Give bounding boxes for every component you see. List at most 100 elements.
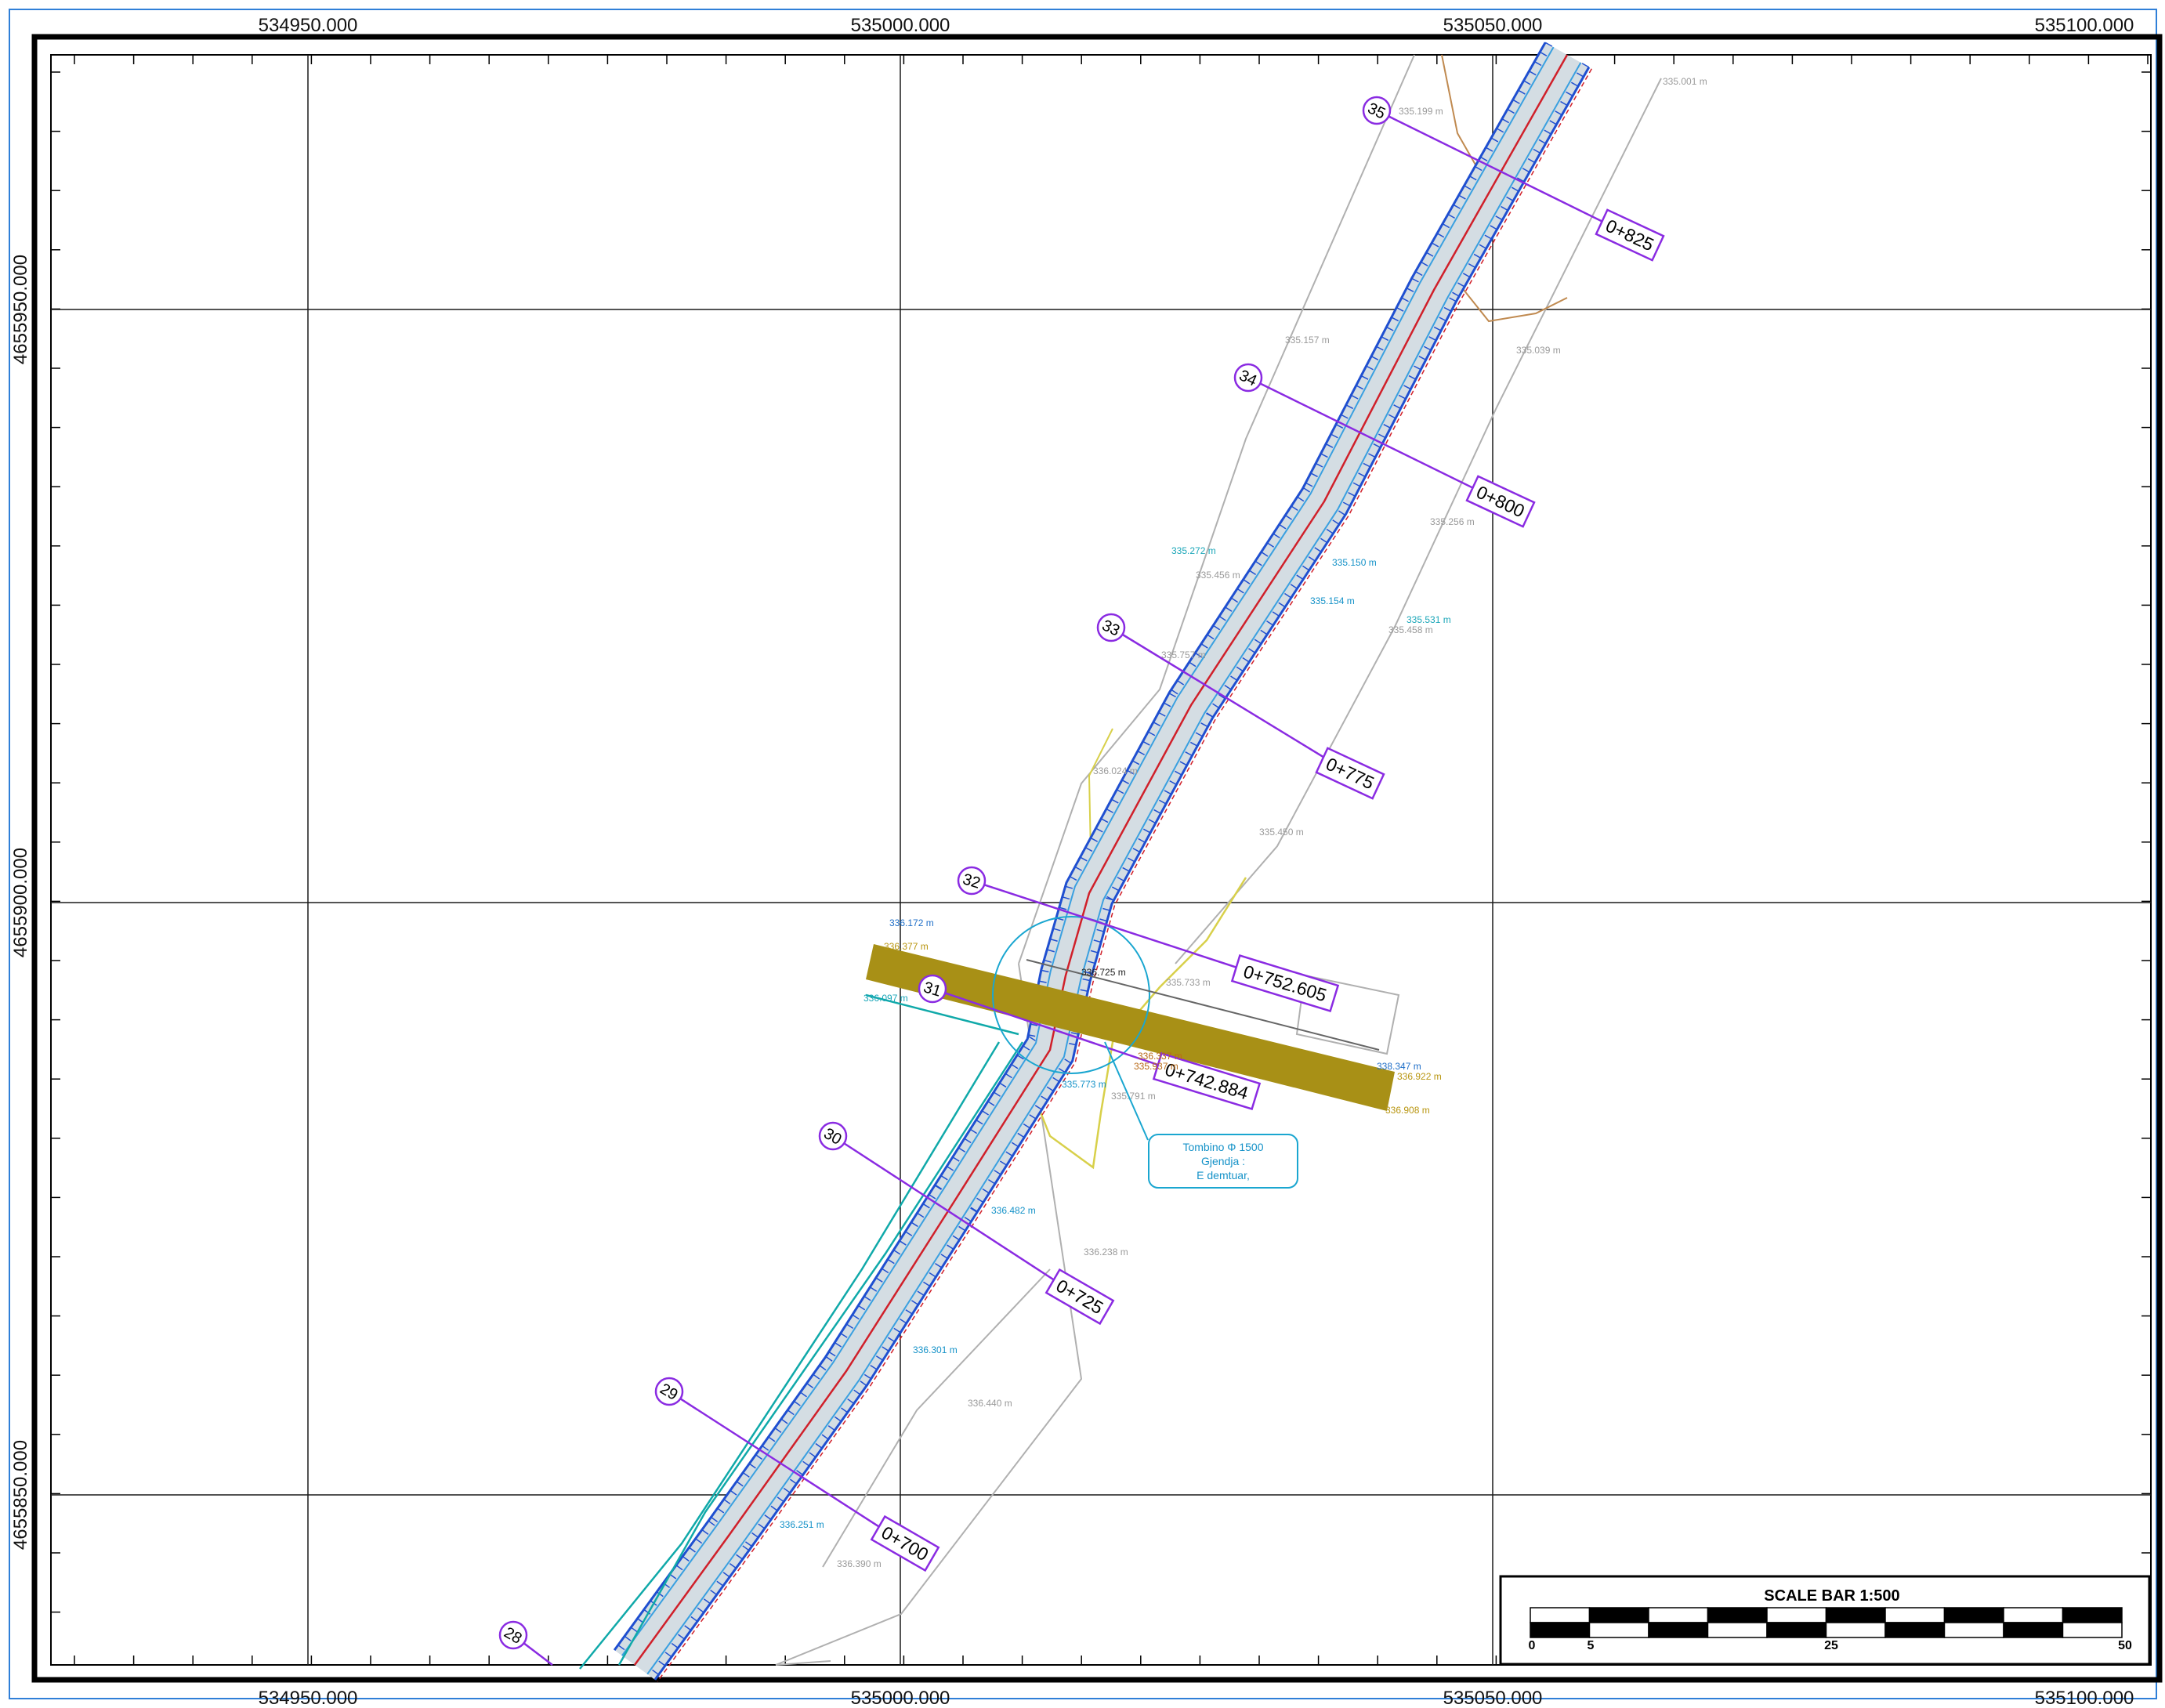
elevation-label: 335.199 m (1399, 106, 1443, 117)
road-hatch (1168, 693, 1177, 698)
road-hatch (870, 1364, 878, 1370)
road-hatch (1490, 137, 1499, 143)
easting-label: 535050.000 (1443, 15, 1543, 36)
road-hatch (1017, 1132, 1025, 1138)
road-hatch (1284, 592, 1292, 599)
road-hatch (1522, 168, 1530, 173)
road-hatch (1393, 404, 1401, 410)
road-hatch (1433, 326, 1442, 331)
culvert-note[interactable]: Tombino Φ 1500 Gjendja : E demtuar, (1104, 1041, 1298, 1189)
road-hatch (1428, 336, 1436, 342)
road-hatch (1041, 1095, 1048, 1102)
station-label[interactable]: 0+775 (1315, 747, 1385, 800)
road-hatch (1218, 615, 1226, 621)
road-hatch (751, 1532, 759, 1538)
road-hatch (1127, 857, 1135, 863)
road-hatch (736, 1554, 744, 1560)
road-hatch (1415, 270, 1423, 277)
road-hatch (887, 1258, 895, 1265)
road-hatch (1533, 148, 1541, 154)
profile-line (1376, 109, 1631, 237)
station-label[interactable]: 0+800 (1465, 475, 1536, 528)
road-hatch (1581, 63, 1590, 68)
road-hatch (875, 1355, 884, 1361)
road-hatch (1266, 542, 1275, 548)
road-hatch (970, 1207, 978, 1213)
road-hatch (1243, 579, 1251, 584)
road-hatch (1099, 918, 1108, 922)
road-hatch (1169, 780, 1177, 786)
profile-number-circle[interactable] (918, 974, 947, 1004)
profile-number-circle[interactable] (818, 1121, 848, 1151)
station-label[interactable]: 0+825 (1595, 208, 1665, 262)
elevation-label: 335.458 m (1388, 624, 1433, 635)
road-hatch (710, 1589, 718, 1596)
road-hatch (1386, 326, 1394, 331)
elevation-labels: 335.001 m 335.199 m 335.157 m 335.039 m 335.… (780, 76, 1707, 1569)
scale-segment (1707, 1607, 1768, 1623)
road-hatch (934, 1185, 942, 1190)
road-hatch (917, 1212, 925, 1218)
road-hatch (1302, 565, 1310, 571)
elevation-label: 336.908 m (1385, 1105, 1430, 1116)
station-label[interactable]: 0+700 (870, 1514, 940, 1572)
road-hatch (970, 1207, 978, 1213)
road-hatch (845, 1323, 854, 1329)
profile-number-circle[interactable] (957, 866, 987, 896)
map-frame (31, 34, 2163, 1683)
road-hatch (981, 1109, 989, 1116)
road-hatch (682, 1555, 690, 1561)
road-hatch (652, 1669, 660, 1675)
road-hatch (1431, 242, 1439, 248)
road-hatch (1090, 837, 1098, 842)
road-hatch (1116, 789, 1124, 794)
road-hatch (1127, 769, 1135, 775)
profile-number-circle[interactable] (498, 1620, 528, 1650)
road-hatch (1469, 176, 1477, 181)
road-hatch (1473, 253, 1482, 259)
northing-label: 4655950.000 (10, 255, 31, 364)
profile-number-circle[interactable] (654, 1377, 684, 1406)
note-box[interactable] (1148, 1134, 1298, 1189)
road-hatch (958, 1225, 966, 1232)
road-hatch (1147, 731, 1156, 736)
road-hatch (1527, 157, 1536, 164)
terrain-lines (775, 54, 1662, 1666)
road-hatch (882, 1346, 889, 1352)
road-hatch (1302, 487, 1310, 493)
profile-line (971, 879, 1286, 985)
road-hatch (1566, 91, 1573, 96)
road-hatch (708, 1520, 715, 1526)
road-hatch (1378, 433, 1386, 439)
road-hatch (1345, 404, 1354, 410)
road-hatch (1290, 584, 1298, 589)
scale-tick-label: 50 (2118, 1639, 2132, 1652)
road-hatch (1356, 385, 1363, 390)
profile-line (832, 1134, 1081, 1298)
profile-number-circle[interactable] (1362, 96, 1392, 125)
road-hatch (1468, 262, 1476, 269)
station-box (1044, 1268, 1115, 1326)
road-hatch (905, 1231, 913, 1236)
profile-number-circle[interactable] (1233, 363, 1263, 393)
road-hatch (1189, 661, 1197, 668)
road-hatch (1260, 629, 1268, 635)
road-hatch (1512, 186, 1519, 192)
road-hatch (1111, 798, 1119, 804)
road-hatch (1230, 597, 1239, 603)
road-hatch (1439, 317, 1446, 322)
road-hatch (1132, 848, 1141, 853)
road-hatch (1030, 1023, 1038, 1026)
road-hatch (1082, 978, 1091, 982)
profile-number-circle[interactable] (1096, 613, 1126, 642)
station-label[interactable]: 0+725 (1044, 1268, 1115, 1326)
road-hatch (1248, 570, 1257, 576)
road-hatch (793, 1400, 801, 1406)
scale-segment (1766, 1622, 1827, 1638)
road-hatch (881, 1268, 889, 1274)
road-hatch (988, 1178, 996, 1185)
road-hatch (796, 1470, 804, 1476)
station-label[interactable]: 0+752.605 (1230, 954, 1340, 1012)
road-hatch (847, 1398, 855, 1404)
